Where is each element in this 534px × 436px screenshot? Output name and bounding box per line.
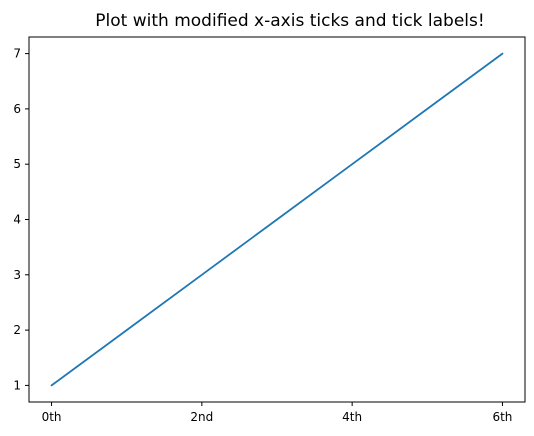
y-tick-label: 1: [13, 378, 21, 392]
y-tick-label: 6: [13, 102, 21, 116]
y-axis: 1 2 3 4 5 6 7: [13, 47, 29, 392]
x-axis: 0th 2nd 4th 6th: [42, 402, 512, 424]
x-tick-label: 0th: [42, 410, 62, 424]
x-tick-label: 4th: [342, 410, 362, 424]
y-tick-label: 4: [13, 213, 21, 227]
series-line: [50, 52, 504, 387]
y-tick-label: 3: [13, 268, 21, 282]
x-tick-label: 6th: [492, 410, 512, 424]
series-layer: [50, 52, 504, 387]
y-tick-label: 2: [13, 323, 21, 337]
y-tick-label: 7: [13, 47, 21, 61]
chart-title: Plot with modified x-axis ticks and tick…: [95, 11, 484, 31]
y-tick-label: 5: [13, 157, 21, 171]
x-tick-label: 2nd: [190, 410, 213, 424]
